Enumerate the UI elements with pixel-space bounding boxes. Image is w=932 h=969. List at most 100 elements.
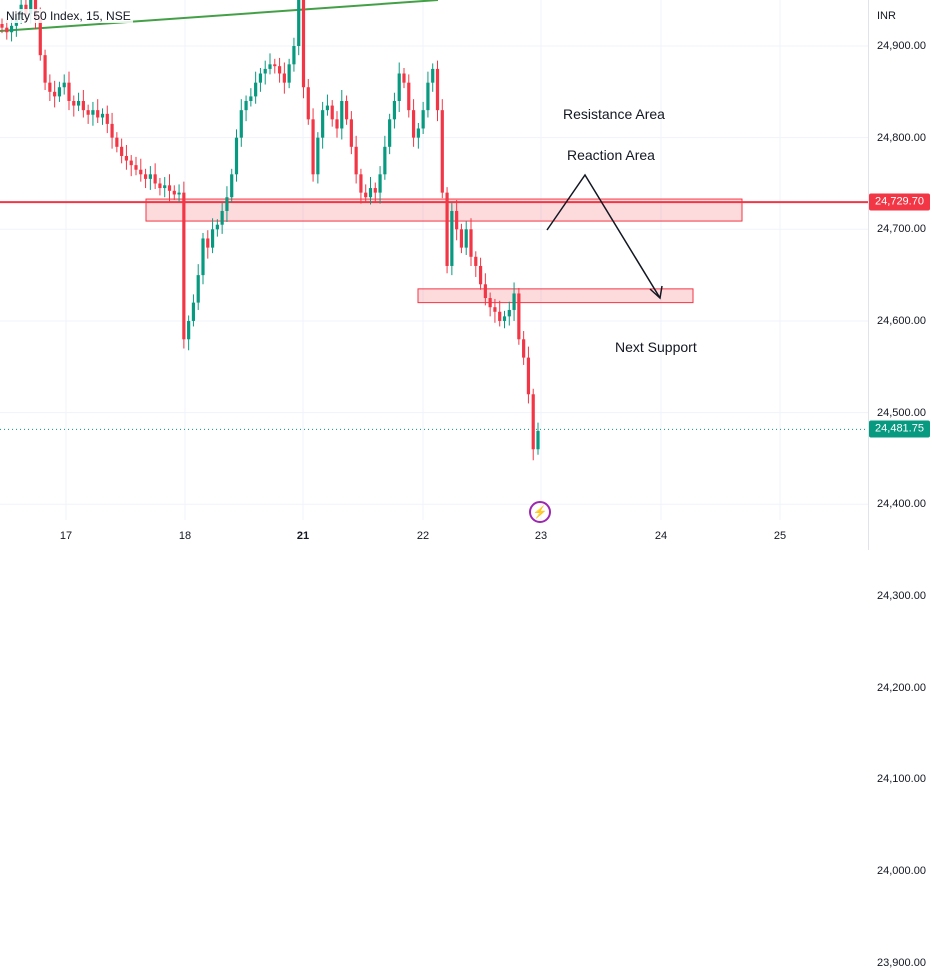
price-tick-label: 24,700.00 xyxy=(877,223,926,236)
candle-body xyxy=(206,238,210,248)
candle-body xyxy=(191,302,196,321)
candle-body xyxy=(359,174,363,193)
candle-body xyxy=(316,137,320,175)
candle-body xyxy=(469,229,473,257)
candle-body xyxy=(517,293,521,340)
candle-body xyxy=(502,316,507,321)
candle-body xyxy=(388,119,392,147)
candle-body xyxy=(321,110,325,138)
candle-body xyxy=(440,110,444,193)
candle-body xyxy=(172,190,176,195)
price-tick-label: 24,400.00 xyxy=(877,498,926,511)
next-support-label[interactable]: Next Support xyxy=(615,339,697,355)
candle-body xyxy=(526,357,531,395)
candle-body xyxy=(254,82,258,97)
candle-body xyxy=(450,210,454,266)
candle-body xyxy=(244,100,248,111)
candle-body xyxy=(76,100,81,106)
candle-body xyxy=(455,210,459,230)
candle-body xyxy=(0,24,4,28)
candle-body xyxy=(411,110,416,138)
price-tick-label: 23,900.00 xyxy=(877,956,926,969)
price-tick-label: 24,100.00 xyxy=(877,773,926,786)
projection-arrowhead xyxy=(649,285,663,300)
candle-body xyxy=(373,188,377,193)
candle-body xyxy=(196,275,200,303)
candle-body xyxy=(435,68,440,111)
candle-body xyxy=(273,64,277,67)
candle-body xyxy=(225,197,229,211)
candle-body xyxy=(143,174,148,179)
chart-area[interactable] xyxy=(0,0,868,550)
candle-body xyxy=(397,73,401,101)
candle-body xyxy=(67,82,71,101)
candle-body xyxy=(43,55,47,83)
trendline[interactable] xyxy=(0,0,439,32)
candle-body xyxy=(277,66,282,74)
candle-body xyxy=(421,110,425,129)
price-tick-label: 24,300.00 xyxy=(877,589,926,602)
candle-body xyxy=(167,185,172,191)
candle-body xyxy=(368,188,373,198)
candle-body xyxy=(426,82,430,111)
candle-body xyxy=(287,64,291,83)
candle-body xyxy=(124,155,129,161)
candle-body xyxy=(445,192,449,266)
candle-body xyxy=(464,229,468,248)
candle-body xyxy=(163,185,167,189)
candle-body xyxy=(115,137,119,147)
candle-body xyxy=(100,113,105,118)
candle-body xyxy=(81,100,85,111)
resistance-zone[interactable] xyxy=(145,198,743,222)
candle-body xyxy=(57,87,62,97)
candle-body xyxy=(62,82,66,88)
candle-body xyxy=(153,174,157,184)
candle-body xyxy=(72,100,76,106)
candle-body xyxy=(402,73,406,83)
candle-body xyxy=(378,174,382,193)
candle-body xyxy=(220,210,224,225)
candle-body xyxy=(86,110,90,115)
candle-body xyxy=(507,309,511,317)
candle-body xyxy=(258,73,263,83)
currency-label: INR xyxy=(877,10,896,22)
resistance-area-label[interactable]: Resistance Area xyxy=(563,106,665,122)
candle-body xyxy=(340,100,344,129)
candle-body xyxy=(158,183,162,189)
candle-body xyxy=(201,238,205,276)
candle-body xyxy=(383,146,387,175)
candle-body xyxy=(354,146,358,175)
candle-body xyxy=(474,256,478,266)
candle-body xyxy=(531,394,535,450)
candle-body xyxy=(431,68,435,83)
candle-body xyxy=(249,96,253,101)
candle-body xyxy=(120,146,124,156)
candle-body xyxy=(488,298,492,308)
candle-body xyxy=(148,174,152,179)
lightning-icon[interactable]: ⚡ xyxy=(529,501,551,523)
time-tick-label: 17 xyxy=(59,530,73,542)
candle-body xyxy=(498,311,502,321)
candle-body xyxy=(129,160,133,166)
candle-body xyxy=(297,0,301,46)
candle-body xyxy=(182,192,186,340)
reaction-area-label[interactable]: Reaction Area xyxy=(567,147,655,163)
time-tick-label: 18 xyxy=(178,530,192,542)
candle-body xyxy=(110,123,114,138)
candle-body xyxy=(105,113,109,124)
candle-body xyxy=(282,73,286,83)
candle-body xyxy=(239,110,243,138)
candle-body xyxy=(210,229,215,248)
candle-body xyxy=(91,110,95,115)
candle-body xyxy=(478,265,483,285)
candle-body xyxy=(483,284,487,299)
candle-body xyxy=(29,0,33,14)
candle-body xyxy=(512,293,516,310)
candle-body xyxy=(9,25,14,33)
price-tick-label: 24,500.00 xyxy=(877,406,926,419)
price-tick-label: 24,200.00 xyxy=(877,681,926,694)
candle-body xyxy=(234,137,239,175)
price-tick-label: 24,800.00 xyxy=(877,131,926,144)
chart-canvas[interactable] xyxy=(0,0,868,550)
projection-arrow[interactable] xyxy=(546,173,661,299)
